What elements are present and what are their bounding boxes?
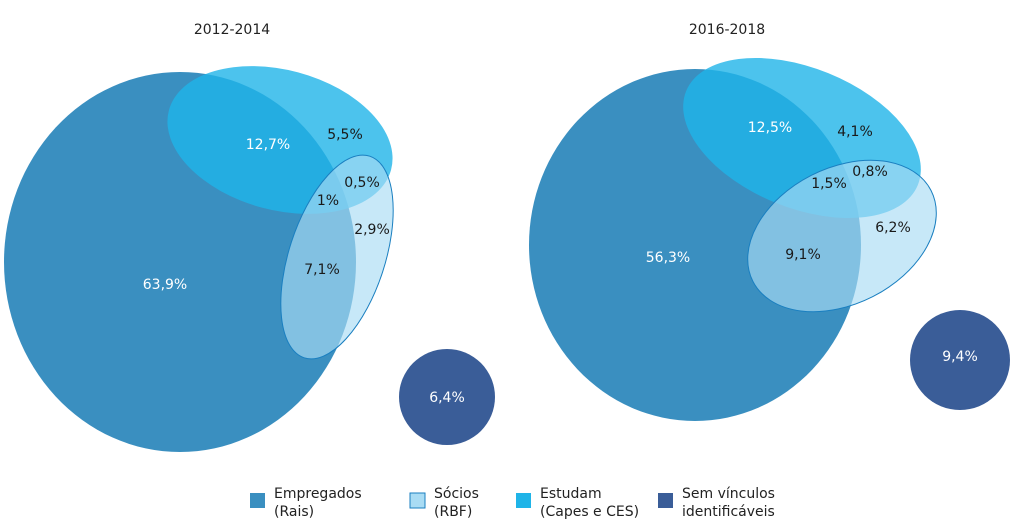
- region-label: 12,7%: [246, 137, 290, 153]
- region-label: 1,5%: [811, 176, 847, 192]
- region-label: 9,1%: [785, 247, 821, 263]
- set-socios: [280, 154, 394, 360]
- region-label: 9,4%: [942, 349, 978, 365]
- region-label: 5,5%: [327, 127, 363, 143]
- set-sem-vinculos: [910, 310, 1010, 410]
- legend-label: Sócios: [434, 486, 479, 502]
- region-label: 0,5%: [344, 175, 380, 191]
- legend-swatch: [250, 493, 265, 508]
- region-label: 0,8%: [852, 164, 888, 180]
- region-label: 6,4%: [429, 390, 465, 406]
- set-sem-vinculos: [399, 349, 495, 445]
- set-socios: [747, 159, 937, 313]
- region-label: 1%: [317, 193, 339, 209]
- region-label: 7,1%: [304, 262, 340, 278]
- legend-label: identificáveis: [682, 504, 775, 520]
- region-label: 12,5%: [748, 120, 792, 136]
- region-label: 2,9%: [354, 222, 390, 238]
- legend-swatch: [409, 492, 426, 509]
- region-label: 63,9%: [143, 277, 187, 293]
- region-label: 6,2%: [875, 220, 911, 236]
- legend-label: (Rais): [274, 504, 314, 520]
- legend-label: Empregados: [274, 486, 362, 502]
- legend-label: (Capes e CES): [540, 504, 639, 520]
- region-label: 56,3%: [646, 250, 690, 266]
- panel-title: 2016-2018: [689, 22, 765, 38]
- legend-label: Sem vínculos: [682, 486, 775, 502]
- region-label: 4,1%: [837, 124, 873, 140]
- panel-title: 2012-2014: [194, 22, 270, 38]
- legend-label: (RBF): [434, 504, 472, 520]
- legend-label: Estudam: [540, 486, 602, 502]
- legend-swatch: [516, 493, 531, 508]
- legend-swatch: [658, 493, 673, 508]
